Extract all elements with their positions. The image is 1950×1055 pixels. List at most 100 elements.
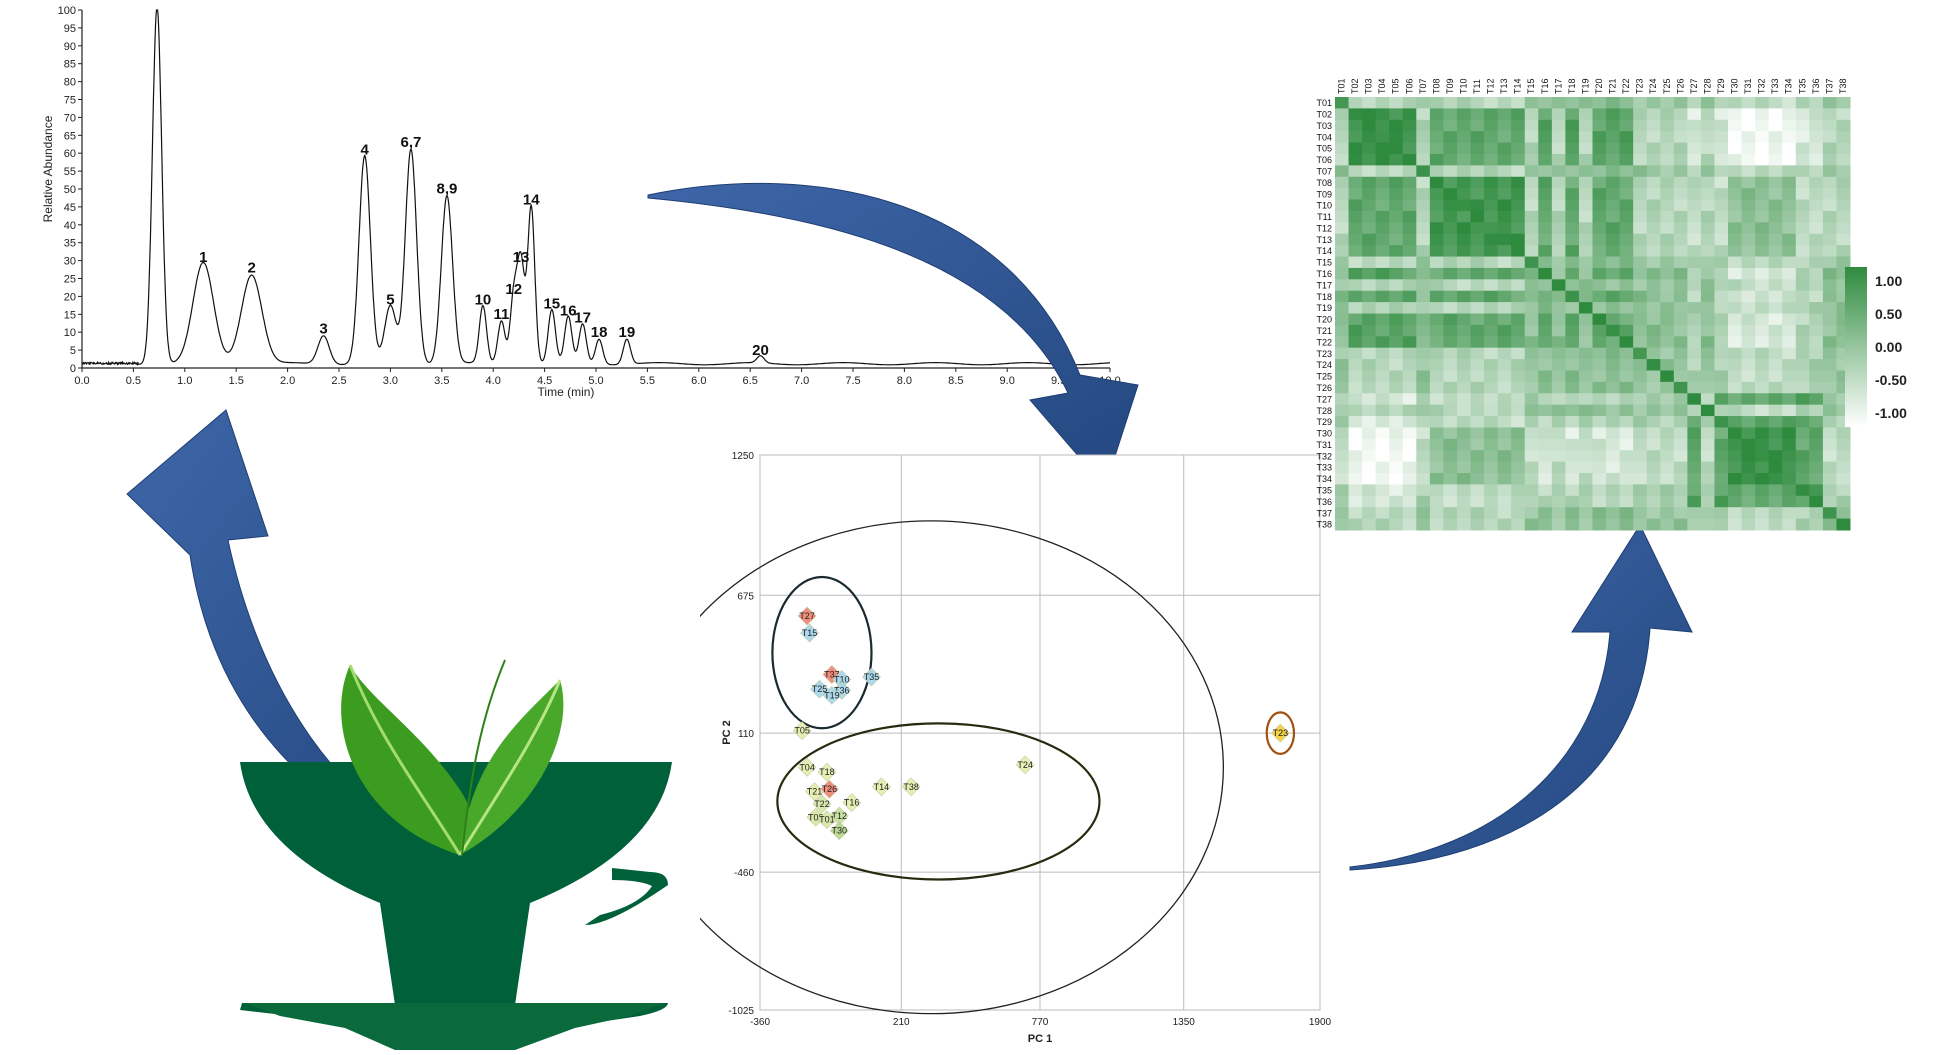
heatmap-cell <box>1416 405 1430 417</box>
heatmap-cell <box>1335 188 1349 200</box>
heatmap-cell <box>1579 257 1593 269</box>
heatmap-cell <box>1552 234 1566 246</box>
heatmap-cell <box>1769 382 1783 394</box>
heatmap-cell <box>1335 370 1349 382</box>
heatmap-cell <box>1620 519 1634 531</box>
heatmap-cell <box>1362 154 1376 166</box>
heatmap-cell <box>1430 325 1444 337</box>
heatmap-cell <box>1457 496 1471 508</box>
heatmap-cell <box>1457 268 1471 280</box>
heatmap-cell <box>1606 120 1620 132</box>
heatmap-cell <box>1660 473 1674 485</box>
heatmap-cell <box>1511 131 1525 143</box>
x-tick-label: 210 <box>893 1017 910 1028</box>
heatmap-cell <box>1525 427 1539 439</box>
heatmap-cell <box>1728 120 1742 132</box>
heatmap-cell <box>1457 188 1471 200</box>
heatmap-cell <box>1430 291 1444 303</box>
heatmap-cell <box>1457 382 1471 394</box>
heatmap-cell <box>1674 188 1688 200</box>
heatmap-cell <box>1335 507 1349 519</box>
heatmap-cell <box>1389 439 1403 451</box>
heatmap-cell <box>1335 496 1349 508</box>
heatmap-cell <box>1782 416 1796 428</box>
heatmap-cell <box>1511 200 1525 212</box>
heatmap-cell <box>1430 462 1444 474</box>
heatmap-cell <box>1633 393 1647 405</box>
heatmap-cell <box>1471 382 1485 394</box>
heatmap-cell <box>1362 200 1376 212</box>
heatmap-cell <box>1403 405 1417 417</box>
heatmap-cell <box>1579 245 1593 257</box>
heatmap-cell <box>1335 325 1349 337</box>
heatmap-cell <box>1593 257 1607 269</box>
heatmap-col-label: T14 <box>1513 78 1523 94</box>
heatmap-cell <box>1687 314 1701 326</box>
heatmap-cell <box>1565 325 1579 337</box>
heatmap-cell <box>1376 325 1390 337</box>
heatmap-cell <box>1538 211 1552 223</box>
heatmap-cell <box>1376 291 1390 303</box>
heatmap-cell <box>1430 359 1444 371</box>
heatmap-cell <box>1660 496 1674 508</box>
heatmap-cell <box>1471 427 1485 439</box>
heatmap-cell <box>1633 325 1647 337</box>
heatmap-cell <box>1525 97 1539 109</box>
heatmap-cell <box>1606 222 1620 234</box>
heatmap-row-label: T23 <box>1316 349 1332 359</box>
heatmap-cell <box>1782 222 1796 234</box>
heatmap-cell <box>1620 257 1634 269</box>
heatmap-cell <box>1511 188 1525 200</box>
heatmap-cell <box>1823 336 1837 348</box>
heatmap-cell <box>1728 336 1742 348</box>
heatmap-cell <box>1525 450 1539 462</box>
heatmap-cell <box>1674 108 1688 120</box>
heatmap-cell <box>1579 143 1593 155</box>
heatmap-cell <box>1471 302 1485 314</box>
heatmap-cell <box>1647 177 1661 189</box>
heatmap-cell <box>1538 188 1552 200</box>
heatmap-cell <box>1565 450 1579 462</box>
heatmap-cell <box>1823 484 1837 496</box>
heatmap-cell <box>1782 245 1796 257</box>
heatmap-cell <box>1782 519 1796 531</box>
heatmap-cell <box>1538 222 1552 234</box>
heatmap-cell <box>1728 519 1742 531</box>
heatmap-cell <box>1782 97 1796 109</box>
heatmap-cell <box>1362 245 1376 257</box>
heatmap-cell <box>1376 279 1390 291</box>
heatmap-cell <box>1728 393 1742 405</box>
heatmap-cell <box>1809 439 1823 451</box>
heatmap-cell <box>1389 188 1403 200</box>
heatmap-cell <box>1687 302 1701 314</box>
heatmap-cell <box>1633 519 1647 531</box>
heatmap-cell <box>1620 245 1634 257</box>
heatmap-cell <box>1579 120 1593 132</box>
heatmap-cell <box>1416 382 1430 394</box>
heatmap-cell <box>1674 462 1688 474</box>
heatmap-cell <box>1511 462 1525 474</box>
heatmap-cell <box>1633 211 1647 223</box>
colorbar-tick-label: 0.00 <box>1875 339 1902 355</box>
heatmap-cell <box>1349 211 1363 223</box>
heatmap-cell <box>1538 473 1552 485</box>
heatmap-cell <box>1471 120 1485 132</box>
heatmap-cell <box>1335 234 1349 246</box>
heatmap-cell <box>1674 200 1688 212</box>
heatmap-cell <box>1606 393 1620 405</box>
heatmap-cell <box>1349 234 1363 246</box>
heatmap-cell <box>1498 97 1512 109</box>
heatmap-cell <box>1755 131 1769 143</box>
heatmap-cell <box>1728 131 1742 143</box>
heatmap-cell <box>1565 200 1579 212</box>
heatmap-cell <box>1620 302 1634 314</box>
heatmap-cell <box>1633 484 1647 496</box>
heatmap-cell <box>1579 154 1593 166</box>
heatmap-cell <box>1782 393 1796 405</box>
heatmap-col-label: T07 <box>1418 78 1428 94</box>
sample-label: T35 <box>864 672 880 682</box>
heatmap-cell <box>1660 211 1674 223</box>
heatmap-cell <box>1484 200 1498 212</box>
heatmap-cell <box>1565 427 1579 439</box>
heatmap-cell <box>1349 108 1363 120</box>
